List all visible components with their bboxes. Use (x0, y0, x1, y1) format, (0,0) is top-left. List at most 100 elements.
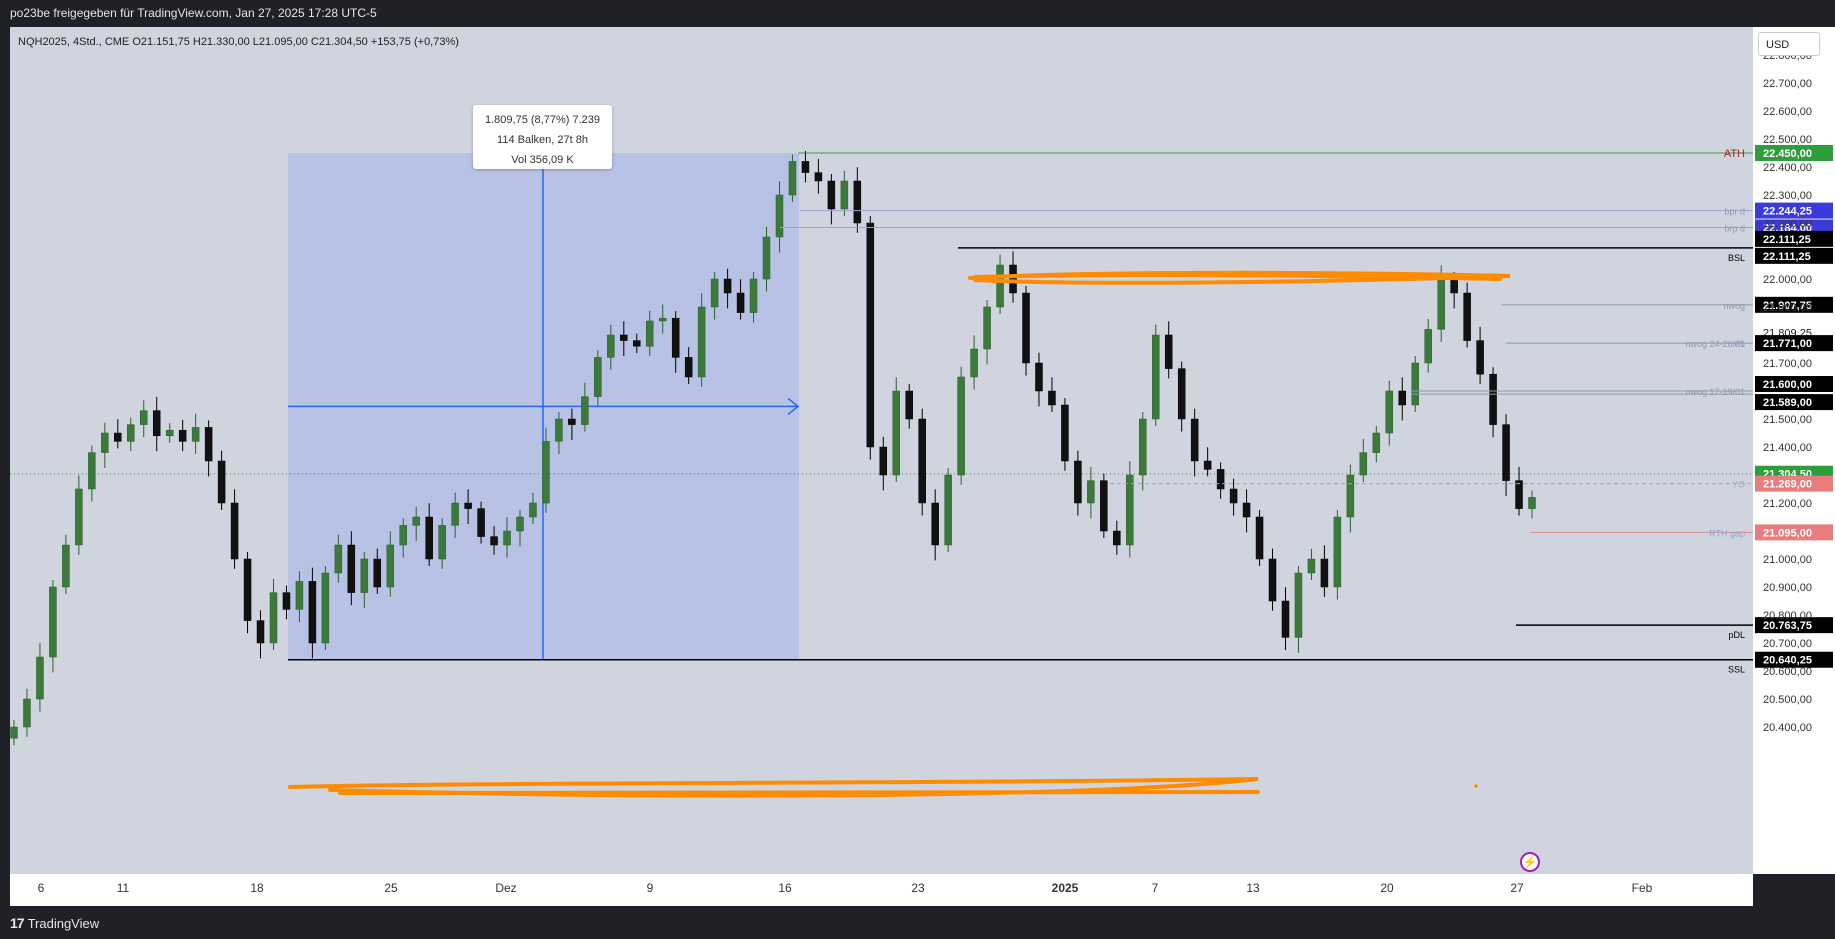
price-badge (1755, 524, 1833, 541)
price-badge-label: 21.589,00 (1763, 397, 1812, 409)
x-tick-label: 16 (778, 881, 792, 895)
price-badge-label: 20.763,75 (1763, 620, 1812, 632)
candle-body (697, 306, 706, 378)
level-tag: nwog 17-19/01 (1685, 387, 1745, 397)
brand-label: TradingView (27, 915, 100, 931)
price-badge (1755, 651, 1833, 668)
candle-body (308, 581, 317, 644)
candle-body (1333, 516, 1342, 588)
candle-body (1463, 292, 1471, 341)
candle-body (282, 592, 291, 610)
candle-body (684, 357, 693, 378)
candle-body (88, 452, 96, 490)
y-tick-label: 21.500,00 (1763, 414, 1812, 426)
candle-body (1385, 390, 1394, 434)
candle-body (645, 320, 654, 347)
candle-body (101, 432, 109, 453)
candle-body (256, 620, 265, 644)
candle-body (1061, 404, 1069, 462)
candle-body (775, 194, 784, 238)
candle-body (269, 592, 278, 644)
candle-body (1203, 460, 1212, 470)
candle-body (944, 474, 952, 546)
orange-dot (1474, 784, 1478, 788)
candle-body (710, 278, 719, 308)
candle-body (1255, 516, 1264, 560)
candle-body (191, 427, 200, 442)
y-tick-label: 22.500,00 (1763, 134, 1812, 146)
y-tick-label: 22.400,00 (1763, 162, 1812, 174)
candle-body (892, 390, 901, 476)
tradingview-logo-icon: 17 (10, 915, 25, 931)
candle-body (1177, 368, 1186, 420)
candle-body (970, 348, 978, 378)
candle-body (594, 357, 602, 397)
x-tick-label: Dez (495, 881, 516, 895)
candle-body (114, 432, 122, 442)
candle-body (1515, 480, 1523, 509)
candle-body (918, 418, 926, 504)
price-badge (1755, 394, 1833, 411)
candle-body (1074, 460, 1082, 504)
candle-body (75, 488, 83, 546)
currency-selector[interactable]: USD (1758, 32, 1820, 56)
candle-body (581, 396, 589, 425)
x-tick-label: 23 (911, 881, 925, 895)
share-title: po23be freigegeben für TradingView.com, … (10, 6, 377, 20)
candle-body (1009, 264, 1017, 294)
measure-change: 1.809,75 (8,77%) 7.239 (485, 114, 600, 126)
level-tag: nwog 24-26/01 (1685, 339, 1745, 349)
price-badge-label: 22.111,25 (1763, 234, 1811, 246)
candle-body (1450, 278, 1458, 294)
level-tag: nwog (1723, 301, 1745, 311)
candle-body (957, 376, 965, 476)
x-tick-label: 20 (1380, 881, 1394, 895)
y-tick-label: 20.700,00 (1763, 638, 1812, 650)
measure-bars: 114 Balken, 27t 8h (497, 134, 588, 146)
candle-body (347, 544, 356, 593)
candle-body (49, 586, 57, 658)
level-tag: pDL (1728, 630, 1745, 640)
candle-body (607, 334, 615, 358)
candle-body (1398, 390, 1407, 406)
price-badge-label: 21.269,00 (1763, 479, 1812, 491)
x-tick-label: 2025 (1052, 881, 1079, 895)
candle-body (853, 180, 862, 224)
candle-body (399, 525, 407, 546)
candle-body (451, 502, 459, 526)
x-tick-label: 9 (647, 881, 654, 895)
candle-body (178, 429, 187, 442)
tradingview-brand[interactable]: 17 TradingView (10, 915, 99, 931)
price-badge (1755, 617, 1833, 634)
candle-body (1100, 480, 1108, 532)
candle-body (438, 525, 446, 560)
candle-body (490, 536, 498, 546)
candle-body (1359, 452, 1368, 476)
candle-body (36, 656, 44, 700)
y-tick-label: 20.400,00 (1763, 722, 1812, 734)
candle-body (1035, 362, 1043, 392)
price-badge-label: 21.771,00 (1763, 338, 1812, 350)
candle-body (905, 390, 913, 420)
candle-body (1048, 390, 1056, 406)
price-badge (1755, 296, 1833, 313)
y-tick-label: 22.600,00 (1763, 106, 1812, 118)
candle-body (62, 544, 70, 588)
flash-icon[interactable]: ⚡ (1520, 852, 1540, 872)
candle-body (723, 278, 732, 294)
candle-body (555, 418, 563, 442)
candle-body (464, 502, 472, 509)
price-badge (1755, 335, 1833, 352)
price-badge (1755, 230, 1833, 247)
x-tick-label: 18 (250, 881, 264, 895)
candle-body (1164, 334, 1173, 369)
candle-body (1346, 474, 1355, 518)
price-badge-label: 22.244,25 (1763, 206, 1812, 218)
candle-body (204, 427, 213, 462)
x-tick-label: 27 (1510, 881, 1524, 895)
x-tick-label: 6 (38, 881, 45, 895)
candle-body (1424, 329, 1432, 364)
candle-body (827, 180, 836, 210)
candle-body (425, 516, 433, 560)
